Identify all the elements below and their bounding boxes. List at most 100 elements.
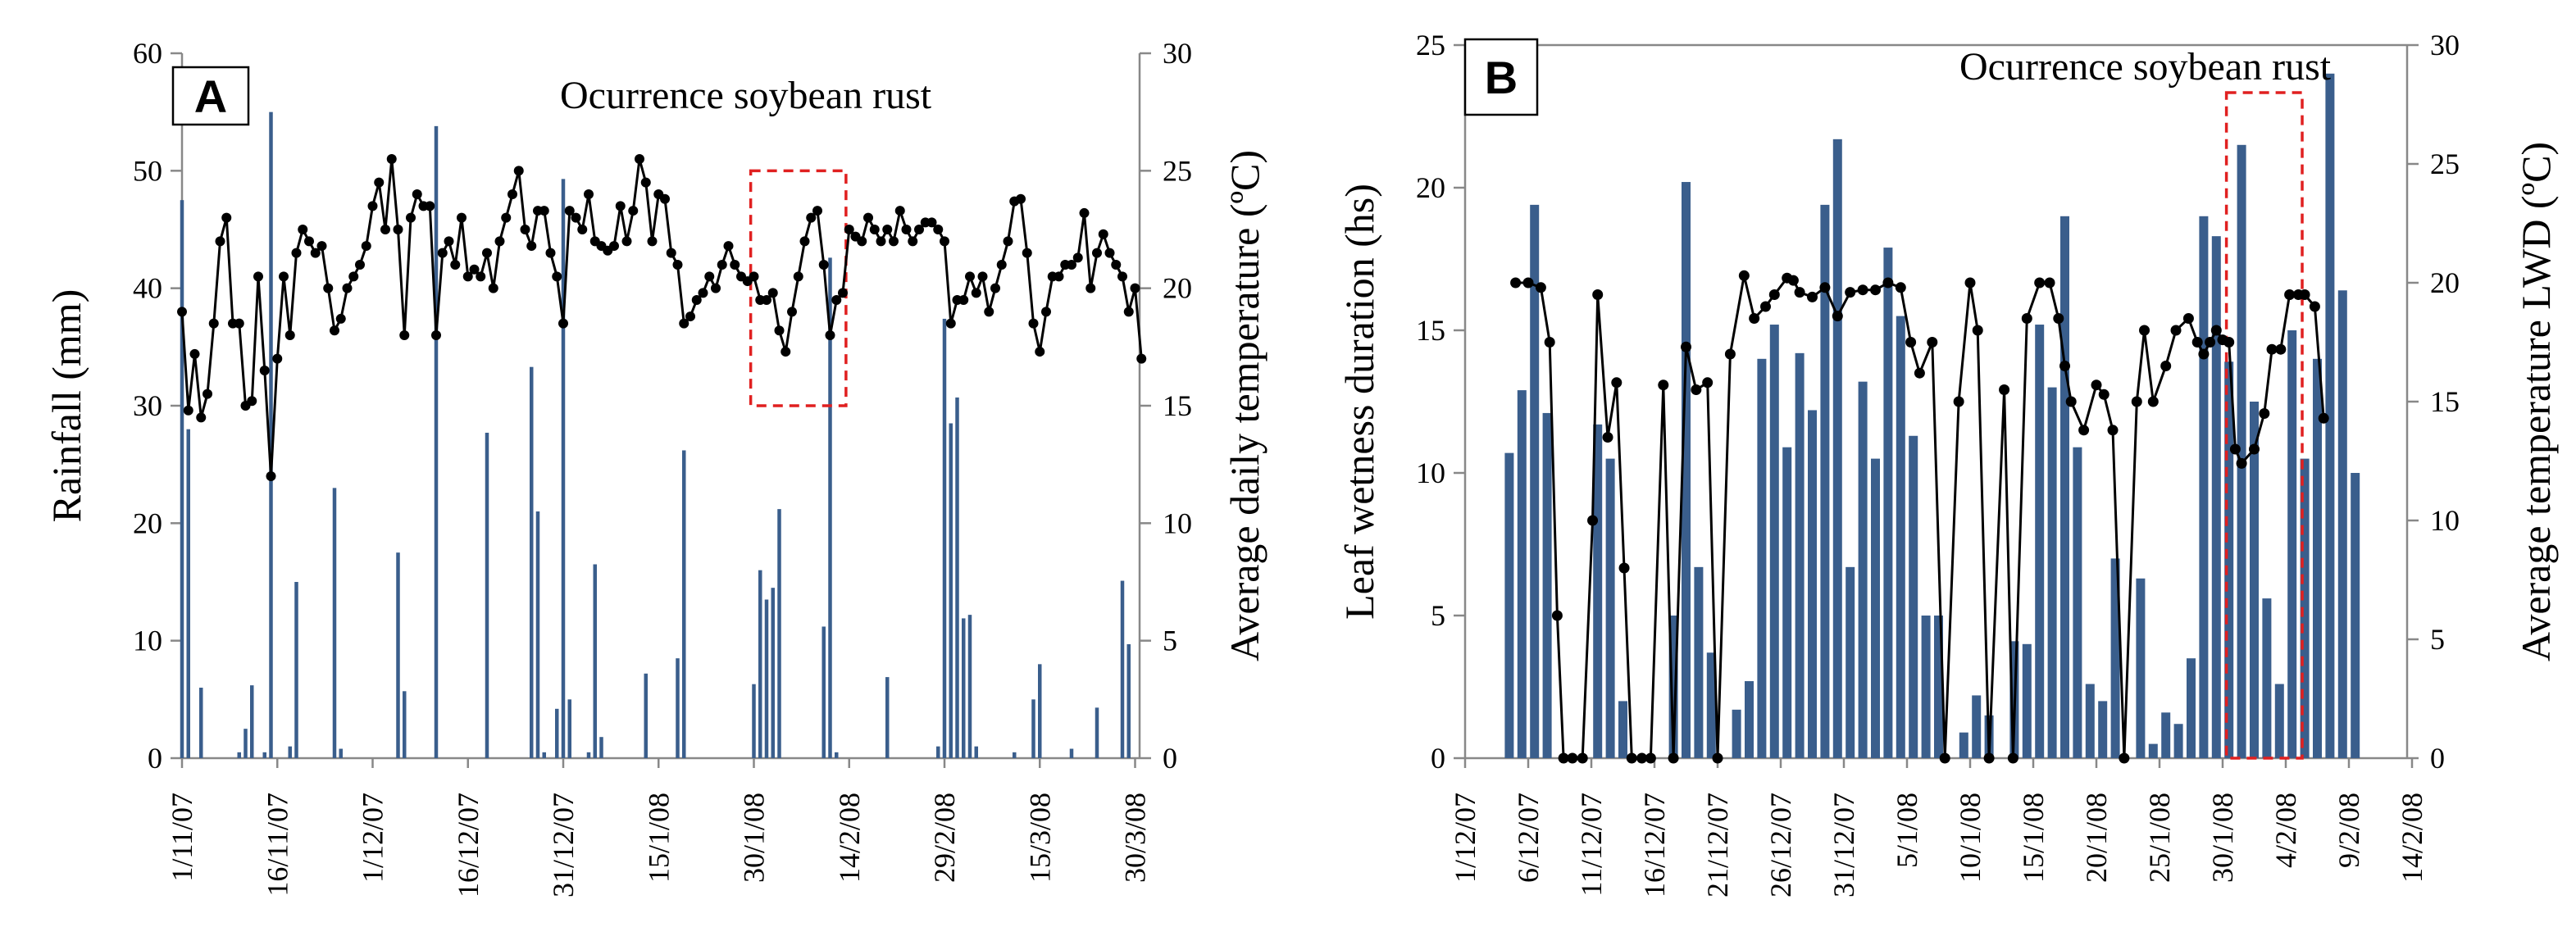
panel-a-bar: [821, 626, 826, 758]
panel-b-temperature-point: [1787, 275, 1799, 286]
panel-a-bar: [288, 746, 292, 758]
panel-a-temperature-point: [577, 225, 588, 234]
panel-a-temperature-point: [793, 271, 803, 282]
panel-b-bar: [1504, 452, 1514, 758]
panel-b-temperature-point: [1964, 277, 1976, 289]
panel-a-xtick-label: 16/12/07: [452, 793, 485, 897]
panel-a-temperature-point: [406, 212, 416, 223]
panel-b-xtick-label: 31/12/07: [1827, 793, 1860, 897]
panel-a-temperature-point: [450, 260, 461, 270]
panel-b-xtick-label: 6/12/07: [1512, 793, 1545, 883]
panel-a-bar: [1013, 752, 1017, 758]
panel-a-rust-window: [749, 169, 848, 407]
panel-b-xtick-label: 4/2/08: [2269, 793, 2302, 868]
panel-b-temperature-point: [2198, 348, 2210, 360]
panel-a-temperature-point: [1079, 207, 1090, 218]
panel-b-y2tick-label: 5: [2430, 623, 2445, 656]
panel-a-temperature-point: [679, 318, 690, 329]
panel-a-temperature-point: [437, 248, 448, 258]
panel-a-bar: [567, 699, 571, 758]
panel-a-temperature-point: [457, 212, 467, 223]
panel-a-bar: [949, 423, 953, 758]
panel-b-temperature-point: [1914, 367, 1925, 379]
panel-a-bar: [250, 685, 254, 758]
panel-a-temperature-point: [1054, 271, 1064, 282]
panel-b-y2tick-label: 10: [2430, 504, 2460, 537]
panel-a-temperature-point: [831, 295, 842, 305]
panel-a-temperature-point: [863, 212, 873, 223]
panel-a-temperature-point: [781, 347, 791, 357]
panel-b-temperature-point: [2299, 289, 2310, 300]
panel-a-temperature-point: [564, 206, 575, 216]
panel-a-temperature-point: [284, 330, 295, 340]
panel-b-temperature-point: [2034, 277, 2046, 289]
panel-b-temperature-point: [1712, 752, 1723, 764]
panel-a-bar: [644, 673, 648, 758]
panel-b-bar: [2250, 402, 2259, 758]
panel-a-temperature-point: [628, 206, 639, 216]
panel-a-temperature-point: [361, 241, 371, 252]
panel-b-bar: [1934, 616, 1943, 758]
panel-b-bar: [2274, 684, 2284, 758]
panel-b-temperature-point: [1939, 752, 1950, 764]
panel-b-xtick-label: 9/2/08: [2333, 793, 2365, 868]
panel-a-temperature-point: [806, 212, 817, 223]
panel-a-temperature-point: [298, 225, 308, 234]
panel-b-ytick-label: 20: [1416, 171, 1445, 204]
panel-a-chart: 0 10 20 30 40 50 60 0 5 10 15 20 25 30 1/11/07 16/11/07…: [43, 37, 1268, 897]
panel-a-temperature-point: [272, 353, 283, 364]
panel-a-temperature-point: [412, 189, 422, 199]
panel-a-temperature-point: [1130, 283, 1140, 293]
panel-a-temperature-point: [393, 225, 403, 234]
panel-b-temperature-point: [2229, 443, 2241, 455]
panel-a-temperature-point: [462, 271, 473, 282]
panel-b-temperature-point: [2160, 361, 2172, 371]
panel-b-temperature-point: [1558, 752, 1569, 764]
panel-a-xtick-label: 30/1/08: [738, 793, 771, 883]
panel-b-temperature-point: [1681, 341, 1691, 352]
panel-b-temperature-point: [2098, 389, 2109, 400]
panel-a-temperature-line: [180, 158, 1143, 477]
panel-a-temperature-point: [857, 236, 867, 247]
panel-a-temperature-point: [330, 325, 339, 336]
panel-a-bar: [1120, 580, 1125, 758]
panel-a-bar: [403, 691, 407, 758]
panel-b-bar: [1921, 616, 1931, 758]
panel-a-temperature-point: [545, 248, 556, 258]
panel-b-temperature-point: [1819, 282, 1831, 293]
panel-b-xtick-label: 11/12/07: [1575, 793, 1608, 897]
panel-b-temperature-point: [2275, 343, 2287, 355]
panel-a-temperature-point: [1022, 248, 1032, 258]
panel-b-bar: [2173, 724, 2183, 758]
panel-a-xtick-label: 15/1/08: [642, 793, 675, 883]
panel-b-bar: [1668, 616, 1678, 758]
panel-a-temperature-point: [431, 330, 441, 340]
panel-a-temperature-point: [1136, 353, 1147, 364]
panel-a-temperature-point: [984, 307, 994, 317]
panel-a-ytick-label: 30: [133, 389, 162, 422]
panel-b-bar: [1883, 248, 1893, 759]
panel-a-temperature-point: [990, 283, 1000, 293]
panel-b-temperature-point: [1895, 282, 1906, 293]
panel-a-temperature-point: [253, 271, 263, 282]
panel-b-temperature-point: [1691, 384, 1702, 395]
panel-a-temperature-point: [476, 271, 486, 282]
panel-a-temperature-point: [945, 318, 956, 329]
panel-a-ytick-label: 20: [133, 507, 162, 539]
panel-a-bar: [262, 752, 266, 758]
panel-a-y2tick-label: 15: [1163, 389, 1192, 422]
panel-b-xtick-label: 21/12/07: [1701, 793, 1734, 897]
panel-a-temperature-point: [767, 288, 778, 298]
panel-b-bar: [1782, 447, 1792, 758]
panel-b-temperature-point: [1611, 377, 1623, 389]
panel-a-bar: [752, 684, 756, 758]
panel-a-temperature-point: [380, 225, 390, 234]
panel-a-temperature-point: [749, 271, 759, 282]
panel-a-bar: [339, 748, 343, 758]
panel-a-bar: [180, 200, 184, 758]
panel-a-bar: [1038, 664, 1042, 758]
panel-b-temperature-point: [2205, 337, 2216, 348]
panel-b-bar: [2060, 216, 2069, 758]
panel-a-temperature-point: [615, 201, 626, 211]
panel-b-bar: [2199, 216, 2209, 758]
